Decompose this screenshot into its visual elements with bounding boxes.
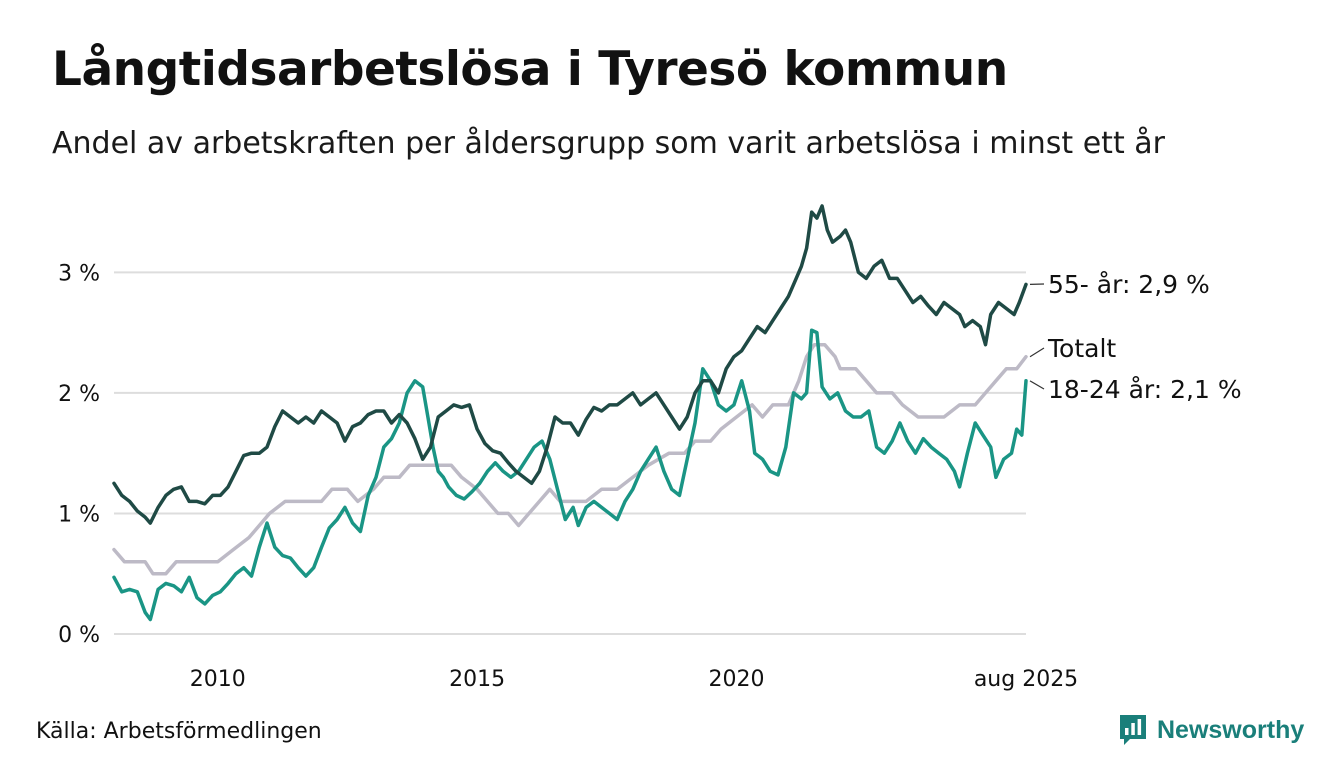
series-line-totalt xyxy=(112,342,1028,576)
end-label-totalt: Totalt xyxy=(1047,334,1116,363)
brand-logo[interactable]: Newsworthy xyxy=(1118,713,1304,747)
end-label-55-r: 55- år: 2,9 % xyxy=(1048,270,1210,299)
series-line-55-r xyxy=(112,204,1028,525)
end-label-18-24-r: 18-24 år: 2,1 % xyxy=(1048,375,1242,404)
series-lines xyxy=(112,204,1028,622)
x-tick-label: 2010 xyxy=(190,667,246,692)
series-line-18-24-r xyxy=(112,328,1028,622)
x-axis-ticks: 2010 2015 2020 aug 2025 xyxy=(190,667,1078,692)
end-label-connector xyxy=(1029,380,1045,390)
newsworthy-logo-icon xyxy=(1120,715,1146,745)
x-tick-label: 2015 xyxy=(449,667,505,692)
y-tick-label: 1 % xyxy=(58,502,100,527)
brand-name: Newsworthy xyxy=(1157,715,1305,744)
y-tick-label: 0 % xyxy=(58,623,100,648)
source-note: Källa: Arbetsförmedlingen xyxy=(36,719,322,744)
x-tick-label: aug 2025 xyxy=(974,667,1078,692)
chart-subtitle: Andel av arbetskraften per åldersgrupp s… xyxy=(52,126,1165,161)
y-axis-ticks: 0 % 1 % 2 % 3 % xyxy=(58,261,100,648)
y-tick-label: 2 % xyxy=(58,382,100,407)
y-tick-label: 3 % xyxy=(58,261,100,286)
x-tick-label: 2020 xyxy=(709,667,765,692)
grid-lines xyxy=(114,271,1026,635)
end-labels: Totalt 18-24 år: 2,1 % 55- år: 2,9 % xyxy=(1029,270,1242,404)
end-label-connector xyxy=(1029,347,1045,358)
chart-title: Långtidsarbetslösa i Tyresö kommun xyxy=(52,42,1008,97)
line-chart: 0 % 1 % 2 % 3 % 2010 2015 2020 aug 2025 Totalt… xyxy=(58,204,1242,692)
